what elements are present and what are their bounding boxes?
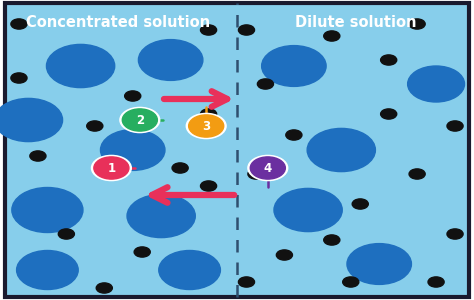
- Text: 1: 1: [107, 161, 116, 175]
- Circle shape: [189, 115, 224, 137]
- Circle shape: [159, 250, 220, 290]
- Text: 3: 3: [202, 119, 210, 133]
- Circle shape: [276, 250, 292, 260]
- Circle shape: [201, 181, 217, 191]
- Circle shape: [11, 19, 27, 29]
- Circle shape: [96, 283, 112, 293]
- Text: Dilute solution: Dilute solution: [295, 15, 416, 30]
- FancyBboxPatch shape: [5, 3, 469, 297]
- Circle shape: [172, 163, 188, 173]
- Circle shape: [238, 25, 255, 35]
- Circle shape: [30, 151, 46, 161]
- Circle shape: [409, 169, 425, 179]
- Circle shape: [46, 44, 115, 88]
- Circle shape: [286, 130, 302, 140]
- Circle shape: [58, 229, 74, 239]
- Circle shape: [125, 91, 141, 101]
- Circle shape: [94, 157, 129, 179]
- Circle shape: [120, 107, 160, 133]
- Circle shape: [87, 121, 103, 131]
- Circle shape: [324, 235, 340, 245]
- Circle shape: [307, 128, 375, 172]
- Circle shape: [238, 277, 255, 287]
- Circle shape: [447, 121, 463, 131]
- Text: 2: 2: [136, 113, 144, 127]
- Circle shape: [274, 188, 342, 232]
- Circle shape: [248, 155, 288, 181]
- Circle shape: [381, 109, 397, 119]
- Circle shape: [250, 157, 285, 179]
- Circle shape: [352, 199, 368, 209]
- Circle shape: [257, 79, 273, 89]
- Circle shape: [127, 194, 195, 238]
- Circle shape: [381, 55, 397, 65]
- Text: 4: 4: [264, 161, 272, 175]
- Circle shape: [262, 46, 326, 86]
- Circle shape: [408, 66, 465, 102]
- Circle shape: [324, 31, 340, 41]
- Circle shape: [409, 19, 425, 29]
- Circle shape: [0, 98, 63, 142]
- Circle shape: [347, 244, 411, 284]
- Circle shape: [122, 109, 157, 131]
- Circle shape: [248, 169, 264, 179]
- Circle shape: [100, 130, 165, 170]
- Circle shape: [428, 277, 444, 287]
- Circle shape: [447, 229, 463, 239]
- Circle shape: [201, 109, 217, 119]
- Circle shape: [12, 188, 83, 232]
- Circle shape: [17, 250, 78, 290]
- Circle shape: [201, 25, 217, 35]
- Circle shape: [343, 277, 359, 287]
- Circle shape: [134, 247, 150, 257]
- Circle shape: [186, 113, 226, 139]
- Circle shape: [138, 40, 203, 80]
- Text: Concentrated solution: Concentrated solution: [27, 15, 210, 30]
- Circle shape: [11, 73, 27, 83]
- Circle shape: [91, 155, 131, 181]
